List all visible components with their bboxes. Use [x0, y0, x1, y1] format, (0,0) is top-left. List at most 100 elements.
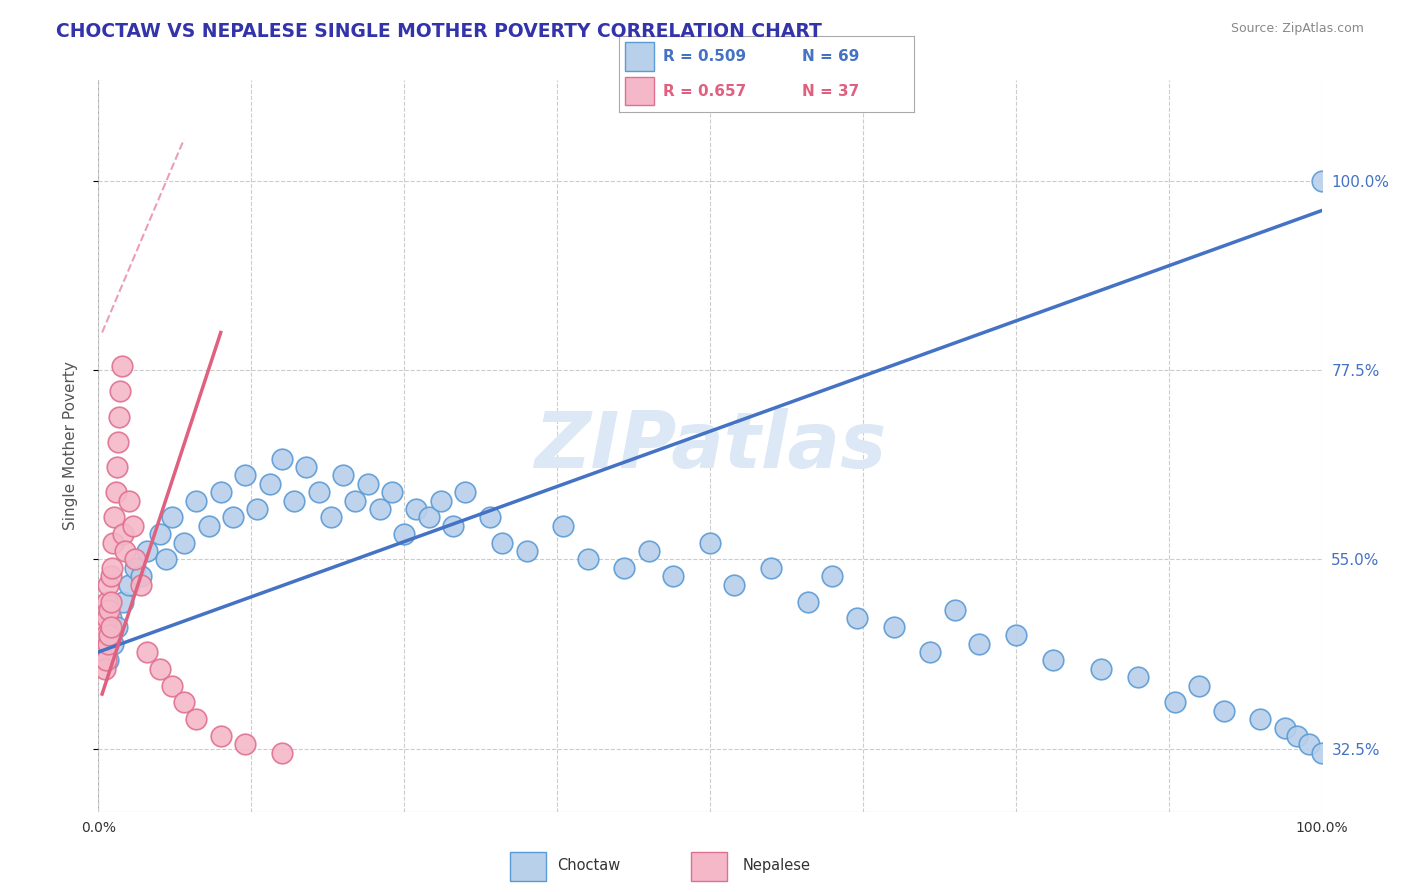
Point — [430, 493, 453, 508]
Point — [259, 476, 281, 491]
Point — [111, 527, 134, 541]
Point — [129, 578, 152, 592]
Text: R = 0.657: R = 0.657 — [664, 84, 747, 98]
Point — [98, 628, 121, 642]
Point — [1298, 738, 1320, 752]
Point — [1128, 670, 1150, 684]
Point — [332, 468, 354, 483]
Point — [1090, 662, 1112, 676]
Y-axis label: Single Mother Poverty: Single Mother Poverty — [63, 361, 77, 531]
Point — [186, 712, 208, 726]
Text: ZIPatlas: ZIPatlas — [534, 408, 886, 484]
Point — [392, 527, 416, 541]
Point — [1286, 729, 1309, 743]
Point — [100, 611, 122, 625]
Point — [96, 611, 118, 625]
Point — [283, 493, 305, 508]
Point — [270, 451, 294, 466]
Point — [104, 485, 127, 500]
Point — [295, 460, 318, 475]
Point — [368, 502, 391, 516]
Point — [160, 679, 183, 693]
Point — [920, 645, 942, 659]
Text: N = 69: N = 69 — [801, 49, 859, 63]
Point — [576, 552, 599, 566]
Point — [1249, 712, 1271, 726]
Point — [1310, 746, 1333, 760]
Point — [491, 535, 513, 549]
Point — [111, 359, 134, 373]
Point — [761, 561, 783, 575]
Point — [101, 636, 124, 650]
Point — [100, 569, 122, 583]
Point — [94, 628, 117, 642]
Text: Nepalese: Nepalese — [742, 858, 810, 872]
Point — [149, 527, 172, 541]
Point — [1212, 704, 1234, 718]
Point — [114, 544, 136, 558]
Point — [1310, 174, 1333, 188]
Point — [107, 434, 129, 449]
Point — [209, 729, 232, 743]
Point — [124, 561, 146, 575]
Point — [97, 653, 120, 667]
Point — [136, 645, 159, 659]
Point — [124, 552, 146, 566]
Point — [93, 645, 115, 659]
Point — [155, 552, 177, 566]
Point — [93, 645, 115, 659]
FancyBboxPatch shape — [692, 852, 727, 881]
Point — [93, 620, 115, 634]
Point — [129, 569, 152, 583]
Point — [100, 620, 122, 634]
Point — [638, 544, 661, 558]
Point — [613, 561, 636, 575]
Point — [1188, 679, 1211, 693]
Text: CHOCTAW VS NEPALESE SINGLE MOTHER POVERTY CORRELATION CHART: CHOCTAW VS NEPALESE SINGLE MOTHER POVERT… — [56, 22, 823, 41]
Point — [103, 510, 125, 524]
Point — [821, 569, 844, 583]
Point — [97, 578, 120, 592]
Point — [101, 535, 124, 549]
Text: R = 0.509: R = 0.509 — [664, 49, 747, 63]
Point — [797, 594, 820, 608]
Point — [209, 485, 232, 500]
Point — [381, 485, 404, 500]
Point — [197, 519, 219, 533]
Point — [356, 476, 378, 491]
Point — [98, 603, 121, 617]
Point — [96, 594, 118, 608]
Point — [478, 510, 501, 524]
Point — [93, 662, 115, 676]
Point — [173, 695, 195, 709]
Point — [94, 653, 117, 667]
Point — [662, 569, 685, 583]
Text: Source: ZipAtlas.com: Source: ZipAtlas.com — [1230, 22, 1364, 36]
Point — [1274, 721, 1296, 735]
Point — [222, 510, 245, 524]
Point — [105, 460, 128, 475]
FancyBboxPatch shape — [624, 42, 654, 70]
Point — [160, 510, 183, 524]
Point — [405, 502, 427, 516]
Point — [96, 628, 118, 642]
FancyBboxPatch shape — [510, 852, 546, 881]
Point — [344, 493, 367, 508]
Text: N = 37: N = 37 — [801, 84, 859, 98]
Point — [246, 502, 269, 516]
Point — [883, 620, 905, 634]
Point — [845, 611, 868, 625]
Point — [108, 409, 131, 424]
Point — [121, 519, 143, 533]
Point — [967, 636, 990, 650]
Point — [699, 535, 721, 549]
Point — [454, 485, 477, 500]
Point — [270, 746, 294, 760]
Point — [553, 519, 575, 533]
Point — [97, 636, 120, 650]
Point — [110, 384, 132, 399]
Point — [186, 493, 208, 508]
Point — [319, 510, 342, 524]
Point — [723, 578, 745, 592]
Point — [1164, 695, 1187, 709]
